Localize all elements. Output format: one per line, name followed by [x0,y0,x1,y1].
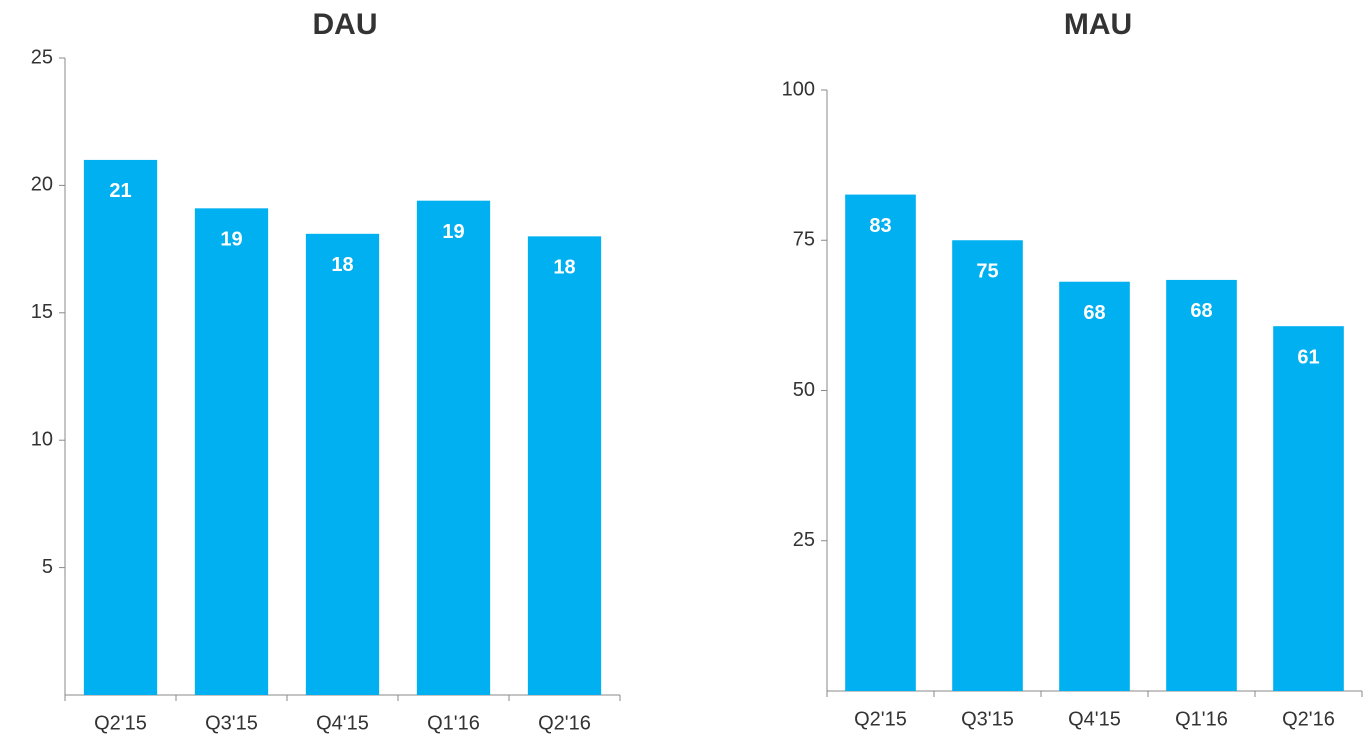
value-label: 19 [442,221,464,243]
x-tick-label: Q1'16 [1175,708,1228,730]
bar [527,236,602,696]
y-tick-label: 25 [793,529,815,551]
y-tick-label: 15 [31,301,53,323]
x-tick-label: Q4'15 [1068,708,1121,730]
y-tick-label: 25 [31,46,53,68]
bar [1273,326,1344,691]
x-tick-label: Q3'15 [961,708,1014,730]
y-tick-label: 50 [793,379,815,401]
bar [952,240,1023,691]
x-tick-label: Q2'16 [1282,708,1335,730]
bar [1166,279,1237,691]
x-tick-label: Q1'16 [427,712,480,734]
bar [845,194,916,691]
x-tick-label: Q3'15 [205,712,258,734]
x-tick-label: Q2'15 [94,712,147,734]
chart-title: MAU [1064,8,1132,41]
x-tick-label: Q2'15 [854,708,907,730]
value-label: 21 [109,180,131,202]
value-label: 83 [869,215,891,237]
bar [305,233,380,695]
bar [194,208,269,695]
value-label: 18 [553,257,575,279]
chart-title: DAU [313,8,378,41]
value-label: 68 [1190,300,1212,322]
x-tick-label: Q2'16 [538,712,591,734]
bar [1059,281,1130,691]
y-tick-label: 10 [31,428,53,450]
y-tick-label: 5 [42,556,53,578]
x-tick-label: Q4'15 [316,712,369,734]
value-label: 68 [1083,302,1105,324]
value-label: 19 [220,229,242,251]
bar [83,159,158,696]
y-tick-label: 75 [793,229,815,251]
y-tick-label: 100 [782,78,815,100]
value-label: 18 [331,254,353,276]
bar [416,200,491,696]
y-tick-label: 20 [31,174,53,196]
value-label: 75 [976,261,998,283]
value-label: 61 [1297,346,1319,368]
